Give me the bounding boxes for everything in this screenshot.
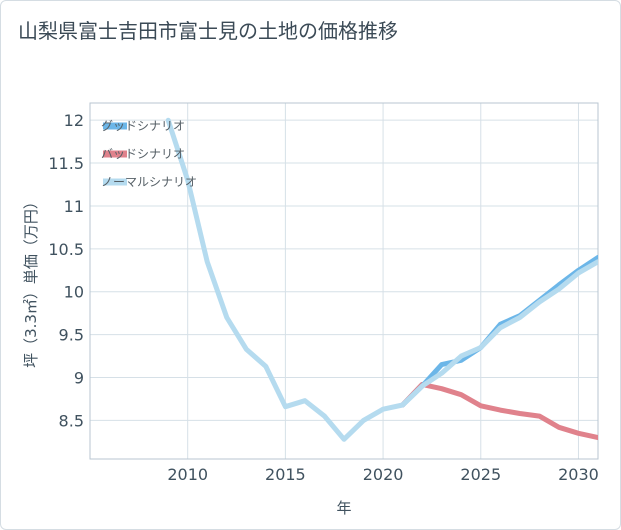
series-line-1 [400,381,598,441]
x-axis-title: 年 [336,499,351,517]
y-tick-label: 9 [74,369,84,388]
series-line-2 [165,117,598,442]
legend-label-2: ノーマルシナリオ [101,175,197,189]
y-tick-label: 11 [64,197,84,216]
x-tick-label: 2010 [167,465,208,484]
y-tick-label: 11.5 [48,154,84,173]
y-tick-label: 12 [64,111,84,130]
x-tick-label: 2020 [363,465,404,484]
y-tick-label: 9.5 [59,326,84,345]
y-tick-label: 10.5 [48,240,84,259]
y-tick-label: 10 [64,283,84,302]
chart-title: 山梨県富士吉田市富士見の土地の価格推移 [18,19,398,43]
x-tick-label: 2030 [558,465,599,484]
x-tick-label: 2015 [265,465,306,484]
grid [90,103,598,459]
series-line-0 [400,254,598,408]
legend-label-1: バッドシナリオ [101,147,185,161]
series-layer [165,117,598,442]
tick-labels: 8.5 9 9.5 10 10.5 11 11.5 12 2010 2015 2020 2025 203… [48,111,598,484]
y-axis-title: 坪（3.3㎡）単価（万円） [22,194,40,368]
x-tick-label: 2025 [460,465,501,484]
legend-label-0: グッドシナリオ [101,119,185,133]
y-tick-label: 8.5 [59,411,84,430]
plot-frame [89,102,599,460]
